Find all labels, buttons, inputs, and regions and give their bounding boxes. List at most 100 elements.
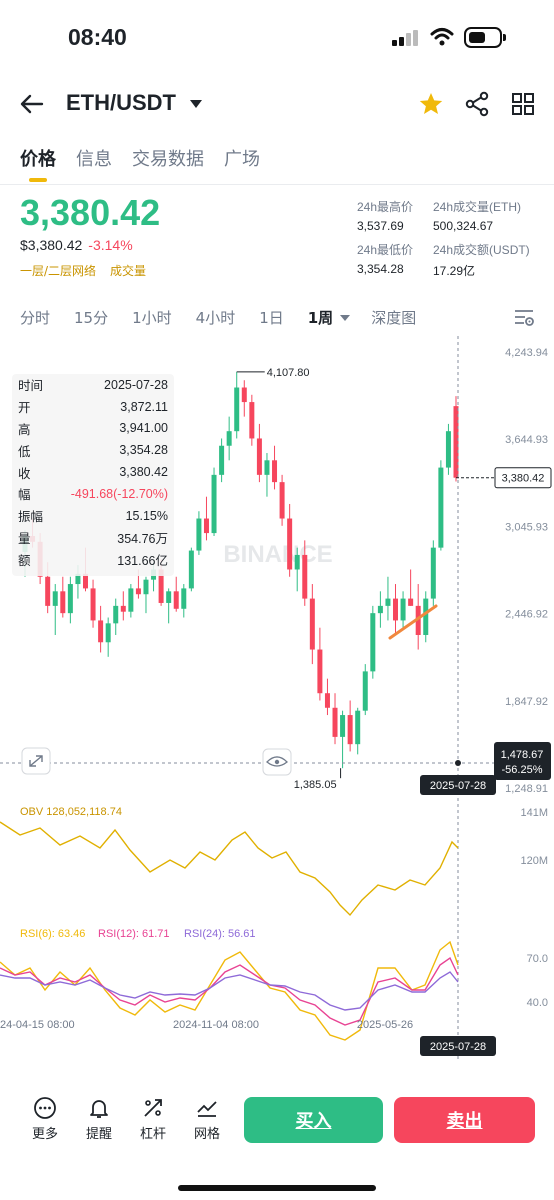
candle-body [226, 431, 232, 446]
crosshair-date-tag [420, 775, 496, 795]
wifi-icon [430, 28, 454, 46]
alert-button[interactable]: 提醒 [79, 1096, 119, 1142]
main-tabs: 价格 信息 交易数据 广场 [20, 145, 260, 171]
crosshair-date-tag-bottom [420, 1036, 496, 1056]
price-axis-label: 1,248.91 [505, 783, 548, 795]
rsi-axis-label: 40.0 [527, 997, 548, 1009]
info-row-time: 时间 2025-07-28 [18, 377, 168, 394]
buy-button[interactable]: 买入 [244, 1097, 383, 1143]
candle-body [98, 620, 104, 643]
info-row-low: 低 3,354.28 [18, 443, 168, 459]
rsi12-line [0, 956, 459, 1026]
candle-body [45, 576, 51, 606]
status-time: 08:40 [68, 24, 127, 50]
info-row-close: 收 3,380.42 [18, 465, 168, 481]
candle-body [294, 554, 300, 570]
home-indicator [178, 1185, 376, 1191]
candle-body [415, 605, 421, 635]
tab-trading-data[interactable]: 交易数据 [132, 149, 204, 170]
candle-body [158, 569, 164, 603]
crosshair-date-label-bottom: 2025-07-28 [430, 1041, 486, 1053]
candle-body [302, 554, 308, 599]
tab-price[interactable]: 价格 [20, 149, 56, 170]
tab-info[interactable]: 信息 [76, 149, 112, 170]
cellular-signal-icon [392, 30, 418, 46]
candle-body [355, 710, 361, 745]
favorite-star-icon[interactable] [418, 91, 444, 117]
stat-24h-low: 24h最低价 3,354.28 [357, 243, 414, 276]
min-price-label: 1,385.05 [294, 779, 337, 791]
battery-tip [503, 34, 506, 41]
candle-body [241, 387, 247, 403]
candle-body [120, 605, 126, 612]
pair-selector[interactable]: ETH/USDT [66, 90, 176, 115]
candle-body [287, 518, 293, 570]
interval-selector: 分时 15分 1小时 4小时 1日 1周 深度图 [20, 307, 440, 328]
price-axis-label: 4,243.94 [505, 347, 548, 359]
volume-link[interactable]: 成交量 [110, 264, 147, 278]
grid-trading-icon [197, 1101, 217, 1117]
time-axis-label: 2025-05-26 [357, 1019, 413, 1031]
interval-depth[interactable]: 深度图 [371, 309, 417, 327]
more-dots-icon [34, 1097, 56, 1119]
candle-body [128, 588, 134, 612]
tab-square[interactable]: 广场 [224, 149, 260, 170]
candle-body [173, 591, 179, 609]
grid-trading-button[interactable]: 网格 [187, 1096, 227, 1142]
candle-body [60, 591, 66, 614]
interval-4h[interactable]: 4小时 [195, 309, 236, 327]
time-axis-label: 2024-11-04 08:00 [173, 1019, 259, 1031]
obv-line [0, 821, 459, 917]
rsi-legend-label: RSI(24): 56.61 [184, 928, 256, 940]
time-axis-label: 24-04-15 08:00 [0, 1019, 75, 1031]
candle-body [135, 588, 141, 595]
interval-1h[interactable]: 1小时 [132, 309, 172, 327]
fullscreen-expand-icon[interactable] [21, 747, 51, 775]
candle-body [279, 482, 285, 519]
rsi-legend-label: RSI(12): 61.71 [98, 928, 170, 940]
interval-1d[interactable]: 1日 [259, 309, 284, 327]
trend-line-drawing [388, 604, 438, 640]
bell-icon [90, 1100, 108, 1118]
price-chart[interactable]: 4,243.94 3,644.93 3,045.93 2,446.92 1,847.92… [0, 336, 554, 1071]
candle-body [332, 707, 338, 737]
sell-button[interactable]: 卖出 [394, 1097, 535, 1143]
interval-dropdown-caret-icon[interactable] [340, 315, 350, 321]
crosshair-date-label: 2025-07-28 [430, 780, 486, 792]
interval-1w[interactable]: 1周 [307, 309, 334, 327]
obv-axis-label: 141M [520, 807, 548, 819]
candle-body [400, 598, 406, 621]
chart-settings-icon[interactable] [512, 305, 536, 329]
more-button[interactable]: 更多 [25, 1096, 65, 1142]
obv-axis-label: 120M [520, 855, 548, 867]
stat-24h-high: 24h最高价 3,537.69 [357, 200, 414, 233]
price-axis-label: 1,847.92 [505, 696, 548, 708]
candle-body [377, 605, 383, 614]
layer-network-link[interactable]: 一层/二层网络 [20, 264, 97, 278]
candle-body [166, 591, 172, 603]
candle-body [256, 438, 262, 475]
back-arrow-icon[interactable] [18, 90, 46, 118]
tabs-divider [0, 184, 554, 185]
candle-body [362, 671, 368, 711]
layout-grid-icon[interactable] [510, 91, 536, 117]
interval-timeline[interactable]: 分时 [20, 309, 51, 327]
leverage-button[interactable]: 杠杆 [133, 1096, 173, 1142]
visibility-eye-icon[interactable] [262, 748, 292, 776]
pair-dropdown-caret-icon[interactable] [190, 100, 202, 108]
crosshair-price-label: 1,478.67 [501, 749, 544, 761]
candle-body [370, 613, 376, 672]
candle-body [385, 598, 391, 606]
candle-body [393, 598, 399, 621]
candle-body [82, 573, 88, 589]
price-axis-label: 2,446.92 [505, 609, 548, 621]
tag-links: 一层/二层网络 成交量 [20, 262, 160, 279]
rsi24-line [0, 971, 459, 1011]
fiat-price: $3,380.42 [20, 237, 83, 253]
interval-15m[interactable]: 15分 [74, 309, 109, 327]
candle-body [317, 649, 323, 694]
rsi-legend-label: RSI(6): 63.46 [20, 928, 85, 940]
share-icon[interactable] [464, 91, 490, 117]
info-row-change: 幅 -491.68(-12.70%) [18, 486, 168, 503]
fiat-price-row: $3,380.42 -3.14% [20, 237, 133, 253]
